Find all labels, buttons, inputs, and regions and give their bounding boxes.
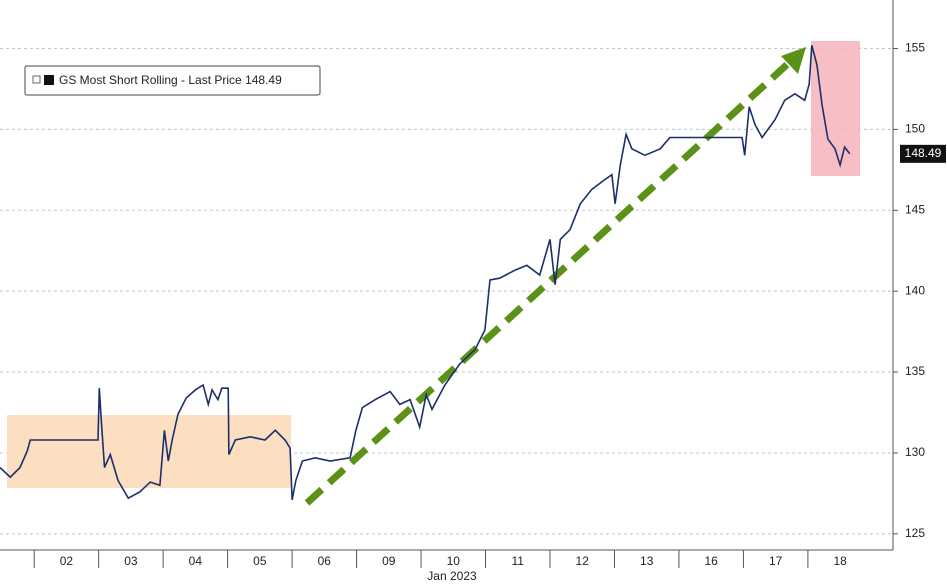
y-tick-label: 150 — [905, 122, 925, 136]
x-tick-label: 05 — [253, 554, 267, 568]
trend-arrow — [304, 57, 795, 506]
legend — [24, 65, 321, 96]
legend-swatch — [44, 75, 54, 85]
x-tick-label: 17 — [769, 554, 783, 568]
trend-arrow-head — [781, 47, 806, 74]
highlight-drop — [811, 41, 860, 176]
legend-toggle — [32, 75, 41, 84]
x-tick-label: 03 — [124, 554, 138, 568]
x-tick-label: 11 — [512, 554, 525, 568]
x-tick-label: 12 — [576, 554, 590, 568]
x-tick-label: 16 — [704, 554, 718, 568]
y-tick-label: 130 — [905, 445, 925, 459]
y-tick-label: 125 — [905, 526, 925, 540]
x-tick-label: 04 — [189, 554, 203, 568]
x-tick-label: 09 — [382, 554, 396, 568]
x-tick-label: 18 — [833, 554, 847, 568]
x-axis-label: Jan 2023 — [427, 569, 477, 583]
last-price-label: 148.49 — [905, 146, 942, 160]
y-tick-label: 145 — [905, 202, 925, 216]
x-tick-label: 13 — [640, 554, 654, 568]
x-tick-label: 10 — [447, 554, 461, 568]
legend-label: GS Most Short Rolling - Last Price 148.4… — [59, 73, 282, 87]
y-tick-label: 140 — [905, 283, 925, 297]
x-tick-label: 02 — [60, 554, 74, 568]
line-layer — [0, 45, 851, 501]
y-tick-label: 135 — [905, 364, 925, 378]
x-tick-label: 06 — [318, 554, 332, 568]
price-line — [0, 45, 851, 501]
last-price-tag — [900, 144, 946, 163]
y-tick-label: 155 — [905, 41, 925, 55]
grid-layer — [0, 48, 893, 535]
highlight-range — [7, 415, 291, 488]
